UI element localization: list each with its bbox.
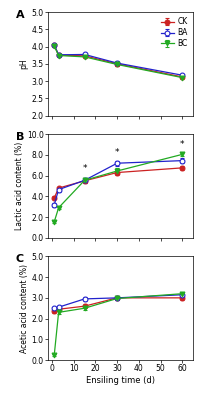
Text: A: A bbox=[16, 10, 24, 20]
X-axis label: Ensiling time (d): Ensiling time (d) bbox=[86, 376, 155, 385]
Text: C: C bbox=[16, 254, 24, 264]
Y-axis label: Lactic acid content (%): Lactic acid content (%) bbox=[15, 142, 24, 230]
Text: *: * bbox=[82, 164, 87, 172]
Y-axis label: pH: pH bbox=[20, 58, 29, 69]
Text: B: B bbox=[16, 132, 24, 142]
Y-axis label: Acetic acid content (%): Acetic acid content (%) bbox=[20, 264, 29, 353]
Legend: CK, BA, BC: CK, BA, BC bbox=[159, 16, 189, 50]
Text: *: * bbox=[180, 140, 184, 149]
Text: *: * bbox=[115, 148, 119, 157]
